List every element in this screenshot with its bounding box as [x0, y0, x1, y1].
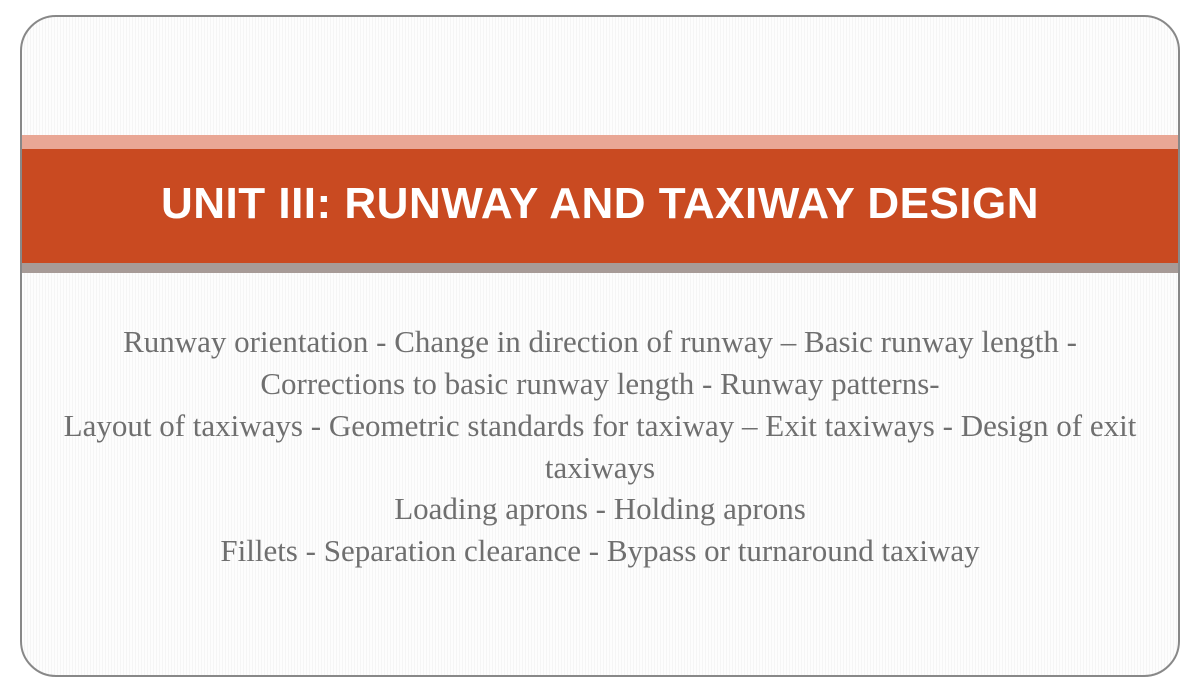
title-band-top-accent	[22, 135, 1178, 149]
top-spacer	[22, 17, 1178, 135]
title-band-bottom-accent	[22, 263, 1178, 273]
body-line: Fillets - Separation clearance - Bypass …	[52, 530, 1148, 572]
title-band: UNIT III: RUNWAY AND TAXIWAY DESIGN	[22, 149, 1178, 263]
slide-title: UNIT III: RUNWAY AND TAXIWAY DESIGN	[42, 179, 1158, 229]
slide-frame: UNIT III: RUNWAY AND TAXIWAY DESIGN Runw…	[20, 15, 1180, 677]
body-line: Runway orientation - Change in direction…	[52, 321, 1148, 405]
body-line: Layout of taxiways - Geometric standards…	[52, 405, 1148, 489]
body-line: Loading aprons - Holding aprons	[52, 488, 1148, 530]
title-band-wrap: UNIT III: RUNWAY AND TAXIWAY DESIGN	[22, 135, 1178, 273]
slide-body: Runway orientation - Change in direction…	[22, 273, 1178, 675]
